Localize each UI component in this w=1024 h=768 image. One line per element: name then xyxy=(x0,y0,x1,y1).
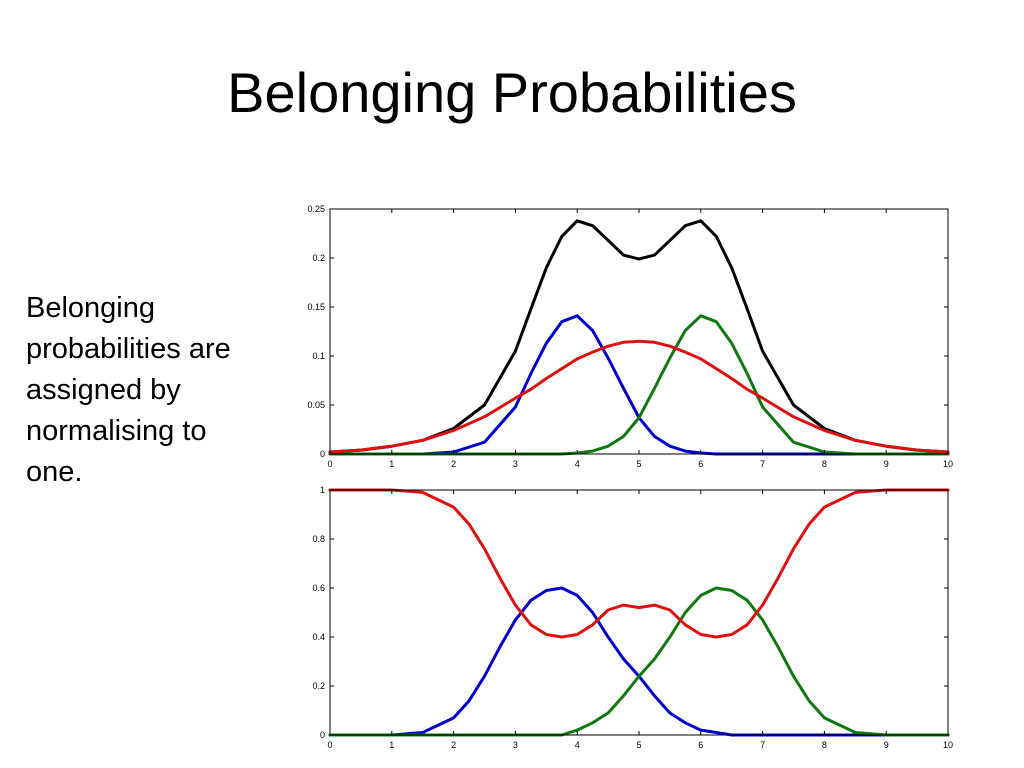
y-tick-label: 1 xyxy=(320,485,325,495)
y-tick-label: 0.2 xyxy=(312,681,325,691)
y-tick-label: 0.4 xyxy=(312,632,325,642)
x-tick-label: 1 xyxy=(389,740,394,750)
y-tick-label: 0.2 xyxy=(312,253,325,263)
y-tick-label: 0.25 xyxy=(307,204,325,214)
x-tick-label: 0 xyxy=(327,459,332,469)
series-line-red xyxy=(328,339,950,454)
series-line-blue xyxy=(328,314,950,456)
x-tick-label: 6 xyxy=(698,459,703,469)
body-line: Belonging xyxy=(26,292,155,324)
x-tick-label: 1 xyxy=(389,459,394,469)
x-tick-label: 3 xyxy=(513,459,518,469)
body-line: probabilities are xyxy=(26,333,231,365)
series-line-green xyxy=(328,314,950,456)
y-tick-label: 0.1 xyxy=(312,351,325,361)
series-line-red xyxy=(328,488,950,639)
x-tick-label: 0 xyxy=(327,740,332,750)
series-line-black xyxy=(328,219,950,454)
body-line: one. xyxy=(26,456,83,488)
y-tick-label: 0.6 xyxy=(312,583,325,593)
x-tick-label: 5 xyxy=(636,459,641,469)
x-tick-label: 8 xyxy=(822,740,827,750)
body-text: Belonging probabilities are assigned by … xyxy=(26,288,286,493)
x-tick-label: 9 xyxy=(884,459,889,469)
x-tick-label: 8 xyxy=(822,459,827,469)
y-tick-label: 0 xyxy=(320,730,325,740)
x-tick-label: 4 xyxy=(575,459,580,469)
plot-frame xyxy=(329,489,949,736)
slide-title: Belonging Probabilities xyxy=(227,61,797,124)
x-tick-label: 4 xyxy=(575,740,580,750)
x-tick-label: 2 xyxy=(451,459,456,469)
body-line: assigned by xyxy=(26,374,181,406)
body-line: normalising to xyxy=(26,415,207,447)
x-tick-label: 2 xyxy=(451,740,456,750)
y-tick-label: 0.05 xyxy=(307,400,325,410)
y-tick-label: 0.15 xyxy=(307,302,325,312)
chart-2: 0 1 2 3 4 5 6 7 8 9 10 0 0.2 0.4 0.6 0.8 1 xyxy=(312,485,953,750)
x-tick-label: 10 xyxy=(943,459,953,469)
x-tick-label: 3 xyxy=(513,740,518,750)
x-tick-label: 9 xyxy=(884,740,889,750)
x-tick-label: 7 xyxy=(760,740,765,750)
series-line-green xyxy=(328,586,950,737)
x-tick-label: 5 xyxy=(636,740,641,750)
y-tick-label: 0 xyxy=(320,449,325,459)
x-tick-label: 7 xyxy=(760,459,765,469)
series-line-blue xyxy=(328,586,950,737)
chart-1: 0 1 2 3 4 5 6 7 8 9 10 0 0.05 0.1 0.15 0.2 0.25 xyxy=(307,204,953,469)
x-tick-label: 10 xyxy=(943,740,953,750)
x-tick-label: 6 xyxy=(698,740,703,750)
y-tick-label: 0.8 xyxy=(312,534,325,544)
